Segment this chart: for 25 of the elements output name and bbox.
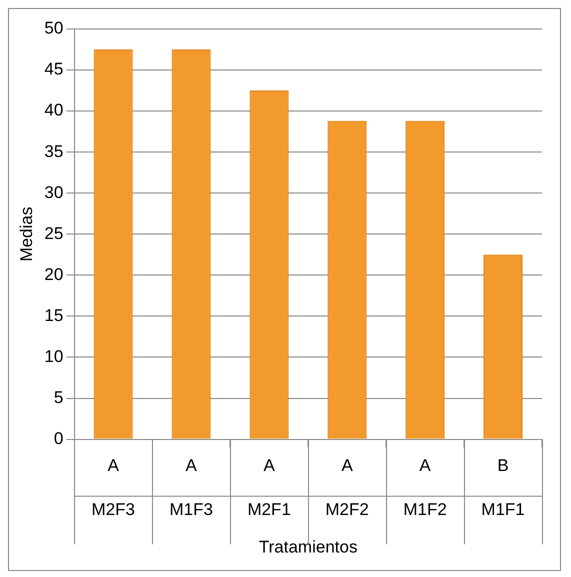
text: B: [497, 456, 509, 476]
x-tick-label: M2F2: [325, 500, 369, 520]
text: A: [419, 456, 432, 476]
text: A: [341, 456, 354, 476]
y-tick-label: 15: [44, 306, 64, 325]
x-axis-title: Tratamientos: [258, 537, 358, 556]
y-tick-label: 0: [54, 428, 64, 448]
y-tick-label: 30: [44, 182, 64, 202]
y-tick-label: 35: [44, 142, 64, 161]
x-tick-label: M1F2: [403, 500, 447, 520]
y-tick-label: 5: [54, 388, 64, 407]
y-tick-label: 25: [44, 224, 64, 243]
text: A: [186, 456, 198, 476]
y-tick-label: 40: [44, 100, 64, 120]
y-tick-label: 50: [44, 18, 64, 38]
y-tick-label: 20: [44, 264, 64, 284]
x-tick-label: M1F3: [170, 500, 213, 520]
x-tick-label: M2F3: [92, 500, 136, 520]
y-tick-label: 10: [44, 346, 64, 366]
x-tick-label: M1F1: [481, 500, 525, 520]
text: A: [264, 456, 276, 476]
y-tick-label: 45: [44, 60, 64, 79]
y-axis-title: Medias: [16, 206, 36, 262]
text: A: [108, 456, 120, 476]
x-tick-label: M2F1: [247, 500, 291, 520]
